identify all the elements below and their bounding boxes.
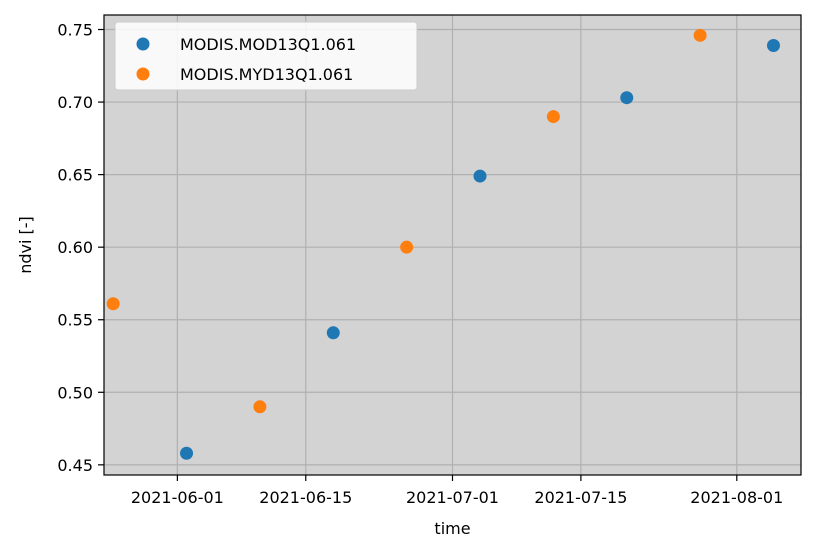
- data-point-series-1: [693, 28, 707, 42]
- data-point-series-1: [106, 297, 120, 311]
- y-axis-ticks: 0.45 0.50 0.55 0.60 0.65 0.70 0.75: [57, 21, 104, 475]
- y-tick-label: 0.60: [57, 238, 93, 257]
- legend-label-myd13q1: MODIS.MYD13Q1.061: [180, 65, 353, 84]
- data-point-series-1: [400, 240, 414, 254]
- y-tick-label: 0.70: [57, 93, 93, 112]
- x-tick-label: 2021-07-15: [534, 488, 627, 507]
- data-point-series-0: [473, 169, 487, 183]
- x-tick-label: 2021-06-15: [259, 488, 352, 507]
- y-tick-label: 0.65: [57, 166, 93, 185]
- data-points: [106, 28, 780, 460]
- data-point-series-0: [766, 38, 780, 52]
- data-point-series-0: [326, 326, 340, 340]
- legend-marker-myd13q1: [136, 67, 150, 81]
- grid-lines: [104, 15, 801, 475]
- legend-label-mod13q1: MODIS.MOD13Q1.061: [180, 35, 356, 54]
- data-point-series-1: [546, 110, 560, 124]
- legend-marker-mod13q1: [136, 37, 150, 51]
- x-tick-label: 2021-07-01: [406, 488, 499, 507]
- legend: MODIS.MOD13Q1.061 MODIS.MYD13Q1.061: [114, 21, 418, 91]
- x-tick-label: 2021-08-01: [690, 488, 783, 507]
- x-axis-label: time: [434, 519, 470, 538]
- y-tick-label: 0.75: [57, 21, 93, 40]
- y-tick-label: 0.45: [57, 456, 93, 475]
- y-tick-label: 0.55: [57, 311, 93, 330]
- y-axis-label: ndvi [-]: [16, 216, 35, 274]
- x-tick-label: 2021-06-01: [131, 488, 224, 507]
- data-point-series-1: [253, 400, 267, 414]
- legend-box: [114, 21, 418, 91]
- x-axis-ticks: 2021-06-01 2021-06-15 2021-07-01 2021-07-15…: [131, 475, 783, 507]
- data-point-series-0: [180, 446, 194, 460]
- y-tick-label: 0.50: [57, 383, 93, 402]
- data-point-series-0: [620, 91, 634, 105]
